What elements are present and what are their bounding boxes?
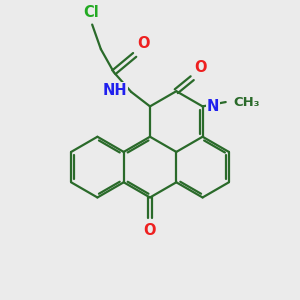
Text: NH: NH [103, 83, 128, 98]
Text: N: N [207, 99, 219, 114]
Text: O: O [137, 36, 149, 51]
Text: O: O [144, 223, 156, 238]
Text: O: O [194, 60, 207, 75]
Text: CH₃: CH₃ [233, 95, 260, 109]
Text: Cl: Cl [83, 5, 99, 20]
